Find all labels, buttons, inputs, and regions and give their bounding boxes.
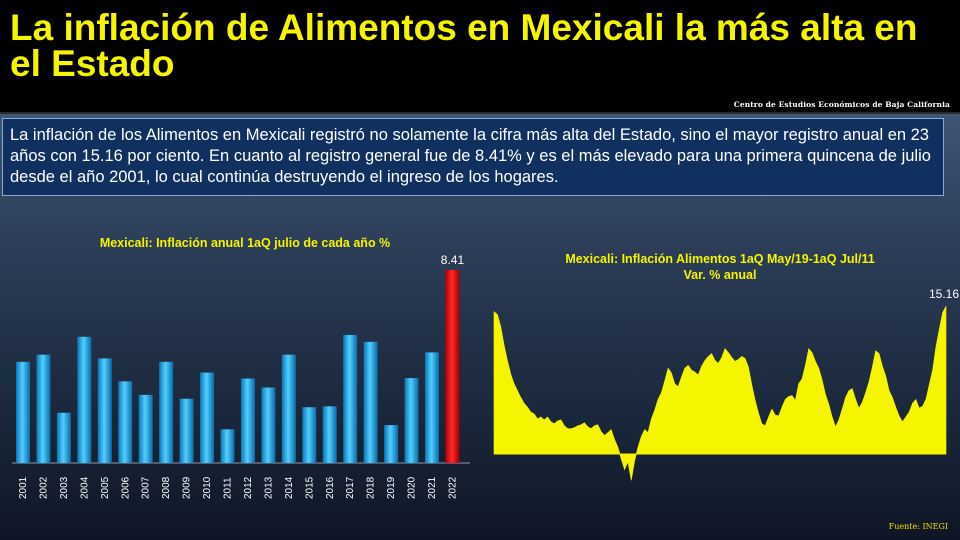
- bar-tick-label: 2021: [427, 476, 438, 499]
- bar-tick-label: 2015: [304, 476, 315, 499]
- bar-tick-label: 2002: [38, 476, 49, 499]
- bar-tick-label: 2018: [366, 476, 377, 499]
- bar-chart: 2001 2002 2003 2004 2005 2006 2007 2008 2009 2010…: [12, 253, 470, 499]
- bar-2009: [179, 398, 194, 463]
- area-chart: 15.16: [493, 287, 959, 481]
- bar-tick-label: 2013: [263, 476, 274, 499]
- bar-2007: [138, 394, 153, 463]
- bar-2020: [404, 378, 419, 463]
- header-banner: La inflación de Alimentos en Mexicali la…: [0, 0, 960, 114]
- bar-2015: [302, 407, 317, 463]
- bar-tick-label: 2019: [386, 476, 397, 499]
- bar-2012: [240, 378, 255, 463]
- bar-2010: [200, 372, 215, 463]
- bar-tick-label: 2008: [161, 476, 172, 499]
- bar-2003: [56, 412, 71, 463]
- bar-2013: [261, 387, 276, 463]
- bar-tick-label: 2004: [79, 476, 90, 499]
- bar-tick-label: 2014: [284, 476, 295, 499]
- bar-2011: [220, 429, 235, 463]
- area-value-label: 15.16: [929, 287, 959, 301]
- bar-tick-label: 2001: [18, 476, 29, 499]
- bar-tick-label: 2020: [407, 476, 418, 499]
- bar-tick-label: 2011: [223, 477, 234, 499]
- bar-tick-label: 2022: [447, 476, 458, 499]
- summary-text-box: La inflación de los Alimentos en Mexical…: [2, 118, 944, 196]
- bar-2001: [16, 361, 30, 463]
- header-source: Centro de Estudios Económicos de Baja Ca…: [733, 100, 950, 109]
- bar-2005: [97, 358, 112, 463]
- bar-2021: [425, 352, 439, 463]
- bar-2019: [384, 425, 399, 463]
- bar-tick-label: 2017: [345, 476, 356, 499]
- bar-chart-title: Mexicali: Inflación anual 1aQ julio de c…: [99, 236, 391, 250]
- bar-value-label: 8.41: [441, 253, 465, 267]
- bar-2016: [322, 406, 337, 463]
- bar-2014: [281, 354, 296, 463]
- bar-2018: [363, 341, 378, 463]
- footer-source: Fuente: INEGI: [888, 522, 948, 531]
- bar-2002: [36, 354, 51, 463]
- bar-2017: [343, 334, 358, 463]
- bar-2008: [159, 361, 174, 463]
- bar-tick-label: 2003: [59, 476, 70, 499]
- bar-2006: [118, 381, 133, 463]
- bar-tick-label: 2016: [325, 476, 336, 499]
- bar-tick-label: 2005: [100, 476, 111, 499]
- bar-2022: [445, 270, 460, 463]
- area-chart-title: Mexicali: Inflación Alimentos 1aQ May/19…: [520, 251, 920, 283]
- bar-2004: [77, 336, 92, 463]
- bar-tick-label: 2007: [141, 476, 152, 499]
- bar-tick-label: 2012: [243, 476, 254, 499]
- area-chart-title-line1: Mexicali: Inflación Alimentos 1aQ May/19…: [565, 252, 875, 266]
- area-chart-subtitle: Var. % anual: [683, 268, 757, 282]
- area-series: [493, 306, 947, 481]
- bar-tick-label: 2010: [202, 476, 213, 499]
- page-title: La inflación de Alimentos en Mexicali la…: [10, 7, 918, 84]
- bar-tick-label: 2009: [182, 476, 193, 499]
- bar-tick-label: 2006: [120, 476, 131, 499]
